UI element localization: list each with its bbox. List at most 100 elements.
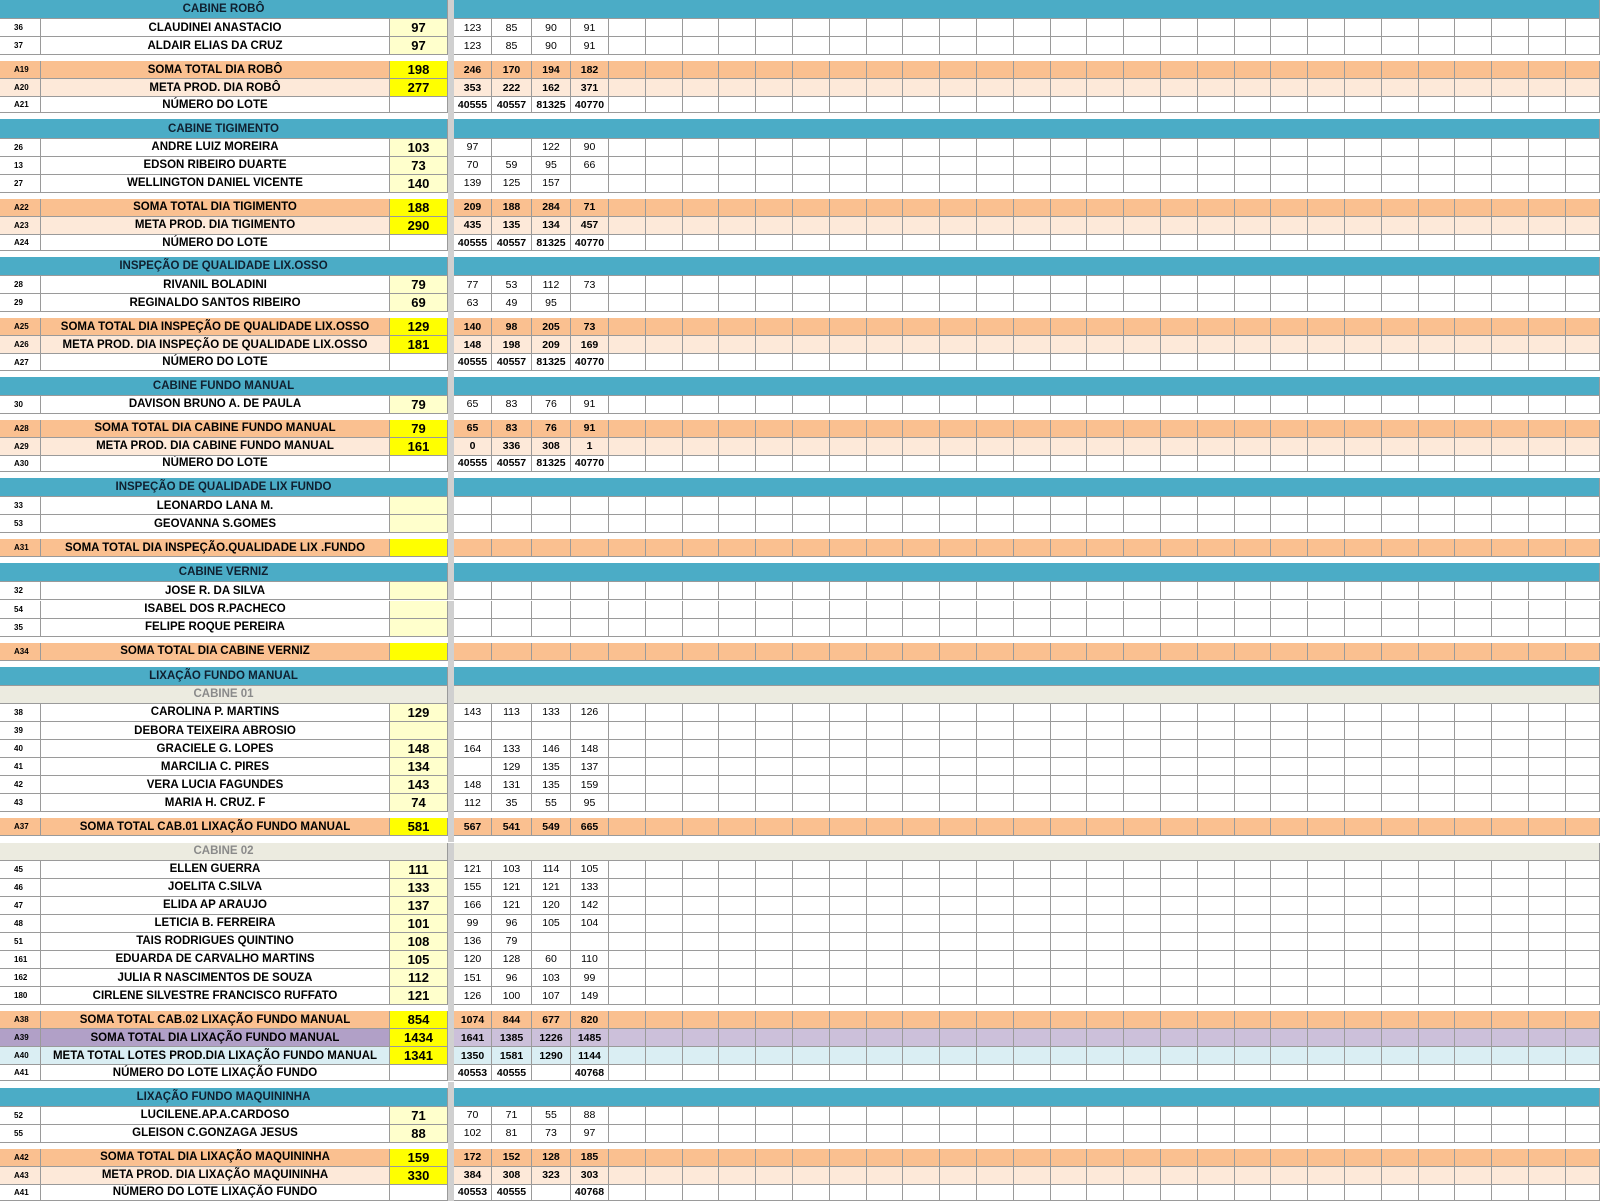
day-value-cell[interactable] — [492, 618, 532, 637]
total-cell[interactable]: 290 — [390, 216, 448, 235]
empty-day-cell[interactable] — [1087, 896, 1125, 915]
empty-day-cell[interactable] — [1197, 896, 1235, 915]
empty-day-cell[interactable] — [1381, 969, 1419, 988]
day-value-cell[interactable]: 40770 — [571, 234, 609, 252]
day-value-cell[interactable]: 284 — [532, 198, 571, 217]
empty-day-cell[interactable] — [940, 1106, 977, 1125]
empty-day-cell[interactable] — [1455, 794, 1493, 813]
empty-day-cell[interactable] — [1381, 156, 1419, 175]
empty-day-cell[interactable] — [1087, 582, 1125, 601]
empty-day-cell[interactable] — [1418, 703, 1456, 722]
empty-day-cell[interactable] — [1161, 1011, 1198, 1030]
empty-day-cell[interactable] — [1381, 703, 1419, 722]
empty-day-cell[interactable] — [1124, 1166, 1161, 1185]
empty-day-cell[interactable] — [1197, 600, 1235, 619]
empty-day-cell[interactable] — [1565, 818, 1600, 837]
empty-day-cell[interactable] — [793, 618, 830, 637]
empty-day-cell[interactable] — [940, 174, 977, 193]
empty-day-cell[interactable] — [829, 19, 867, 38]
empty-day-cell[interactable] — [903, 174, 941, 193]
empty-day-cell[interactable] — [1197, 1029, 1235, 1048]
empty-day-cell[interactable] — [1381, 276, 1419, 295]
empty-day-cell[interactable] — [1013, 950, 1051, 970]
empty-day-cell[interactable] — [1492, 1184, 1529, 1201]
total-cell[interactable] — [390, 354, 448, 371]
day-value-cell[interactable] — [492, 539, 532, 558]
empty-day-cell[interactable] — [866, 437, 904, 456]
day-value-cell[interactable]: 1290 — [532, 1047, 571, 1066]
empty-day-cell[interactable] — [645, 1029, 683, 1048]
empty-day-cell[interactable] — [977, 37, 1014, 56]
empty-day-cell[interactable] — [1050, 950, 1088, 970]
empty-day-cell[interactable] — [1492, 1029, 1529, 1048]
empty-day-cell[interactable] — [829, 950, 867, 970]
empty-day-cell[interactable] — [756, 138, 793, 157]
empty-day-cell[interactable] — [756, 860, 793, 879]
empty-day-cell[interactable] — [1565, 455, 1600, 472]
day-value-cell[interactable] — [532, 600, 571, 619]
empty-day-cell[interactable] — [1345, 539, 1382, 558]
empty-day-cell[interactable] — [1161, 618, 1198, 637]
empty-day-cell[interactable] — [1529, 515, 1566, 534]
empty-day-cell[interactable] — [1124, 216, 1161, 235]
empty-day-cell[interactable] — [719, 437, 757, 456]
day-value-cell[interactable]: 40553 — [454, 1184, 492, 1201]
empty-day-cell[interactable] — [1345, 455, 1382, 472]
empty-day-cell[interactable] — [1087, 216, 1125, 235]
empty-day-cell[interactable] — [1492, 395, 1529, 414]
empty-day-cell[interactable] — [1308, 722, 1345, 741]
empty-day-cell[interactable] — [1381, 1047, 1419, 1066]
empty-day-cell[interactable] — [1565, 37, 1600, 56]
empty-day-cell[interactable] — [756, 37, 793, 56]
empty-day-cell[interactable] — [977, 318, 1014, 337]
empty-day-cell[interactable] — [609, 1047, 646, 1066]
row-label[interactable]: META PROD. DIA INSPEÇÃO DE QUALIDADE LIX… — [41, 336, 390, 355]
empty-day-cell[interactable] — [756, 1047, 793, 1066]
row-label[interactable]: LETICIA B. FERREIRA — [41, 914, 390, 933]
empty-day-cell[interactable] — [719, 582, 757, 601]
empty-day-cell[interactable] — [903, 1065, 941, 1082]
row-label[interactable]: SOMA TOTAL DIA INSPEÇÃO.QUALIDADE LIX .F… — [41, 539, 390, 558]
empty-day-cell[interactable] — [1234, 1047, 1272, 1066]
empty-day-cell[interactable] — [1308, 336, 1345, 355]
empty-day-cell[interactable] — [1492, 600, 1529, 619]
empty-day-cell[interactable] — [1455, 950, 1493, 970]
empty-day-cell[interactable] — [1492, 61, 1529, 80]
empty-day-cell[interactable] — [1271, 1124, 1309, 1143]
empty-day-cell[interactable] — [645, 419, 683, 438]
empty-day-cell[interactable] — [1418, 818, 1456, 837]
empty-day-cell[interactable] — [1565, 618, 1600, 637]
empty-day-cell[interactable] — [1087, 19, 1125, 38]
empty-day-cell[interactable] — [645, 97, 683, 114]
empty-day-cell[interactable] — [1381, 216, 1419, 235]
empty-day-cell[interactable] — [1234, 174, 1272, 193]
row-label[interactable]: GRACIELE G. LOPES — [41, 740, 390, 759]
total-cell[interactable]: 129 — [390, 318, 448, 337]
empty-day-cell[interactable] — [1050, 354, 1088, 371]
empty-day-cell[interactable] — [1455, 419, 1493, 438]
day-value-cell[interactable] — [571, 582, 609, 601]
empty-day-cell[interactable] — [903, 618, 941, 637]
day-value-cell[interactable]: 71 — [571, 198, 609, 217]
empty-day-cell[interactable] — [977, 740, 1014, 759]
empty-day-cell[interactable] — [1271, 216, 1309, 235]
empty-day-cell[interactable] — [1381, 642, 1419, 661]
empty-day-cell[interactable] — [719, 969, 757, 988]
empty-day-cell[interactable] — [1013, 860, 1051, 879]
day-value-cell[interactable]: 95 — [532, 294, 571, 313]
empty-day-cell[interactable] — [1529, 969, 1566, 988]
empty-day-cell[interactable] — [1308, 860, 1345, 879]
empty-day-cell[interactable] — [1087, 138, 1125, 157]
empty-day-cell[interactable] — [1050, 1166, 1088, 1185]
empty-day-cell[interactable] — [903, 336, 941, 355]
empty-day-cell[interactable] — [977, 860, 1014, 879]
empty-day-cell[interactable] — [903, 860, 941, 879]
day-value-cell[interactable]: 49 — [492, 294, 532, 313]
row-label[interactable]: MARCILIA C. PIRES — [41, 758, 390, 777]
empty-day-cell[interactable] — [1087, 395, 1125, 414]
day-value-cell[interactable] — [492, 722, 532, 741]
empty-day-cell[interactable] — [1234, 1011, 1272, 1030]
day-value-cell[interactable]: 457 — [571, 216, 609, 235]
empty-day-cell[interactable] — [645, 860, 683, 879]
empty-day-cell[interactable] — [1197, 776, 1235, 795]
